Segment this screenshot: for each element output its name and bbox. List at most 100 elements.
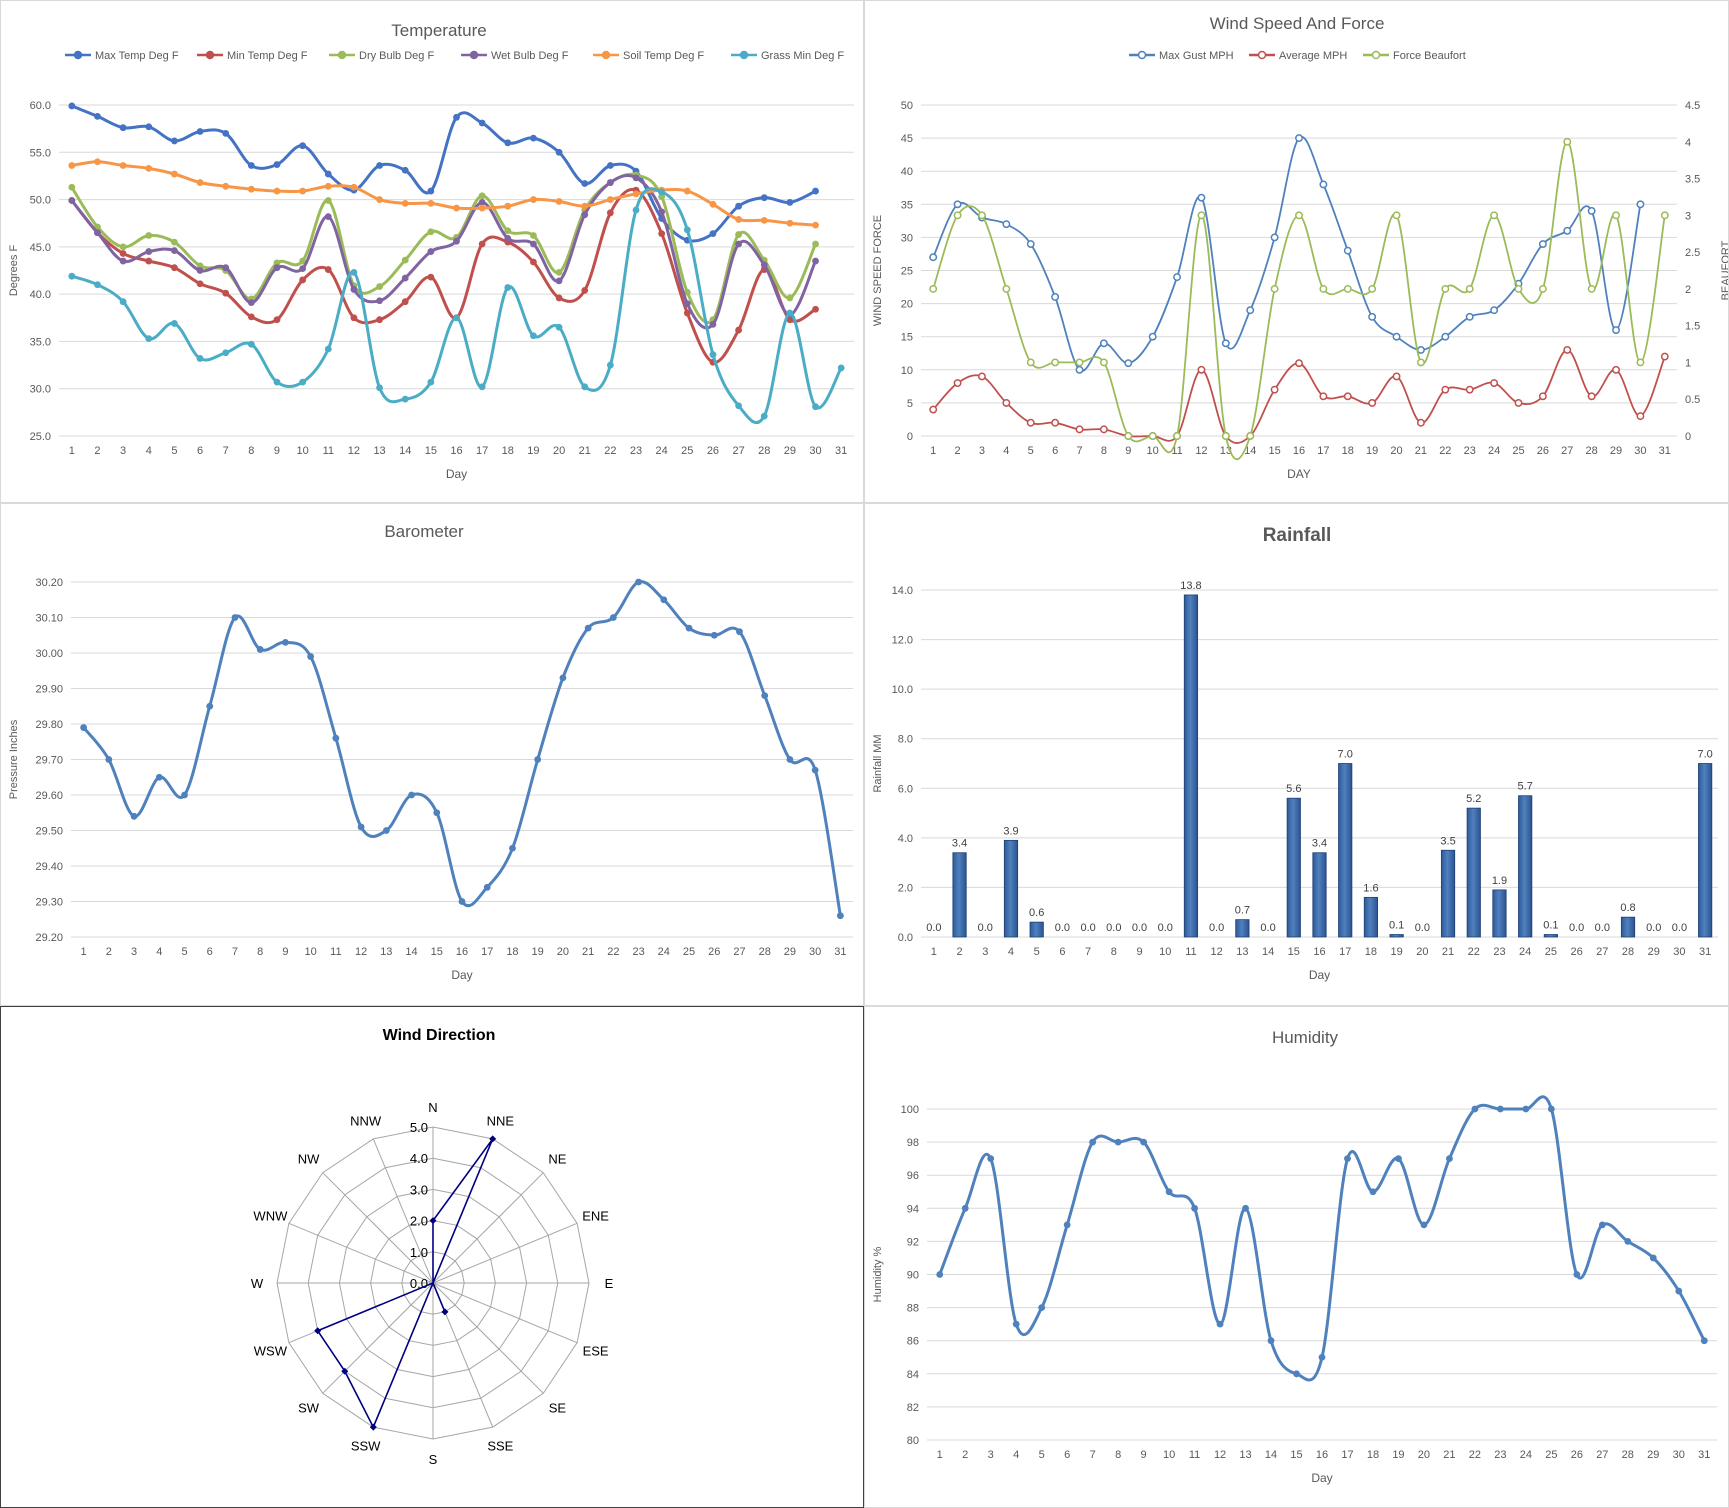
x-tick-label: 19: [1391, 946, 1403, 958]
y-tick-label: 80: [907, 1435, 919, 1447]
data-point: [632, 190, 640, 198]
data-point: [427, 187, 435, 195]
series-line: [932, 140, 1666, 461]
x-axis-title: Day: [451, 968, 472, 982]
y2-tick-label: 1.5: [1685, 321, 1700, 333]
data-point: [1148, 332, 1157, 341]
data-point: [453, 113, 460, 121]
y-tick-label: 29.60: [35, 790, 63, 802]
data-label: 0.1: [1389, 920, 1404, 932]
y-tick-label: 84: [907, 1369, 919, 1381]
data-point: [299, 257, 307, 265]
y-tick-label: 29.30: [35, 897, 63, 909]
x-tick-label: 26: [708, 946, 720, 958]
data-point: [1140, 1138, 1148, 1146]
x-tick-label: 21: [1415, 445, 1427, 457]
data-point: [247, 313, 255, 321]
data-point: [119, 124, 127, 132]
data-point: [1270, 284, 1279, 293]
x-tick-label: 13: [380, 946, 392, 958]
y-axis-title: Humidity %: [872, 1246, 884, 1302]
data-point: [786, 756, 794, 763]
x-tick-label: 16: [456, 946, 468, 958]
data-point: [171, 137, 178, 145]
x-tick-label: 6: [1064, 1449, 1070, 1461]
x-tick-label: 13: [373, 445, 385, 457]
x-tick-label: 1: [81, 946, 87, 958]
x-tick-label: 4: [1008, 946, 1014, 958]
x-tick-label: 5: [181, 946, 187, 958]
data-point: [299, 142, 307, 150]
x-tick-label: 9: [1141, 1449, 1147, 1461]
x-tick-label: 7: [223, 445, 229, 457]
data-point: [1675, 1287, 1683, 1295]
x-tick-label: 29: [1610, 445, 1622, 457]
data-point: [735, 402, 742, 410]
x-tick-label: 30: [1634, 445, 1646, 457]
x-tick-label: 4: [146, 445, 152, 457]
data-point: [196, 179, 204, 186]
data-point: [94, 158, 101, 166]
data-point: [1636, 200, 1645, 209]
x-tick-label: 25: [1545, 1449, 1557, 1461]
data-point: [786, 309, 794, 317]
data-point: [761, 692, 769, 699]
radar-spoke: [372, 1138, 434, 1284]
data-point: [1173, 432, 1182, 440]
x-tick-label: 8: [1111, 946, 1117, 958]
y-tick-label: 15: [901, 332, 913, 344]
data-point: [1270, 233, 1279, 242]
x-tick-label: 25: [1545, 946, 1557, 958]
data-point: [1416, 358, 1425, 367]
x-tick-label: 10: [1163, 1449, 1175, 1461]
data-point: [196, 128, 204, 135]
data-point: [658, 230, 666, 238]
rainfall-bar: [1338, 763, 1353, 938]
rainfall-bar: [1440, 849, 1456, 938]
data-point: [581, 180, 589, 187]
data-point: [273, 259, 281, 267]
x-axis-title: Day: [446, 467, 467, 481]
data-point: [401, 256, 409, 264]
data-point: [1636, 412, 1645, 421]
rainfall-bar: [1312, 852, 1327, 938]
radar-point: [441, 1308, 449, 1316]
data-point: [1063, 1221, 1071, 1229]
data-point: [1465, 312, 1474, 321]
data-point: [1295, 359, 1303, 368]
data-label: 0.6: [1029, 907, 1044, 919]
data-label: 0.0: [1569, 922, 1584, 934]
barometer-chart: Barometer 29.20 29.30 29.40 29.50 29.60 29.70 2…: [8, 522, 853, 982]
y-axis-title: Pressure Inches: [8, 719, 20, 799]
data-point: [1563, 345, 1572, 354]
y2-tick-label: 0.5: [1685, 394, 1700, 406]
data-point: [609, 614, 617, 621]
x-tick-label: 13: [1236, 946, 1248, 958]
data-point: [1343, 284, 1352, 293]
data-point: [786, 294, 794, 302]
data-point: [483, 883, 491, 891]
series-line: [932, 135, 1642, 372]
data-point: [1343, 392, 1352, 401]
x-tick-label: 31: [835, 445, 847, 457]
y-tick-label: 29.20: [35, 932, 63, 944]
data-point: [324, 345, 332, 353]
x-tick-label: 2: [957, 946, 963, 958]
data-point: [247, 340, 255, 348]
x-tick-label: 11: [323, 445, 334, 457]
data-point: [376, 196, 383, 203]
direction-label: ESE: [583, 1343, 609, 1358]
y-tick-label: 25: [901, 266, 913, 278]
data-label: 0.0: [1055, 922, 1070, 934]
data-label: 0.0: [1646, 922, 1661, 934]
x-tick-label: 8: [1101, 445, 1107, 457]
data-point: [1612, 365, 1620, 374]
data-point: [683, 187, 691, 195]
y-tick-label: 86: [907, 1336, 919, 1348]
data-point: [978, 211, 986, 220]
x-tick-label: 12: [1195, 445, 1207, 457]
chart-title: Wind Direction: [383, 1027, 496, 1044]
data-point: [1267, 1337, 1275, 1345]
x-tick-label: 31: [1699, 946, 1711, 958]
